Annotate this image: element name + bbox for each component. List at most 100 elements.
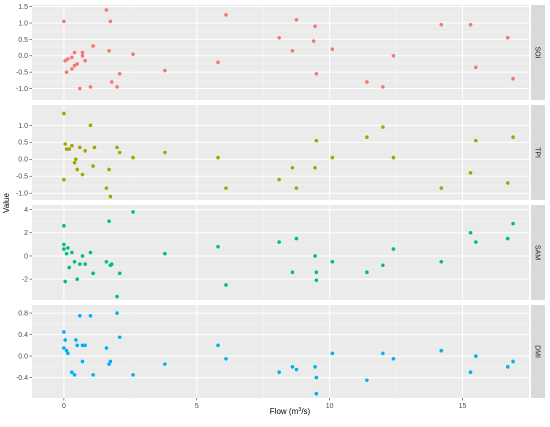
data-point xyxy=(62,242,66,247)
data-point xyxy=(468,370,473,374)
data-point xyxy=(313,254,317,258)
data-point xyxy=(63,279,68,284)
data-point xyxy=(70,370,74,374)
data-point xyxy=(131,210,135,214)
data-point xyxy=(290,365,295,369)
data-point xyxy=(224,13,228,17)
data-point xyxy=(439,259,444,264)
data-point xyxy=(75,343,79,348)
y-tick-label: -1.0 xyxy=(16,191,28,198)
data-point xyxy=(381,263,385,268)
data-point xyxy=(63,142,68,146)
data-point xyxy=(91,44,95,48)
y-tick-label: 0.0 xyxy=(18,53,28,60)
data-point xyxy=(290,165,295,170)
data-point xyxy=(72,160,77,165)
panel-dmi: 0.8 0.4 0.0 -0.4 DMI xyxy=(16,305,545,398)
data-point xyxy=(88,313,93,318)
panel-background xyxy=(32,5,529,100)
y-tick-label: 0.5 xyxy=(18,37,28,44)
data-point xyxy=(107,362,111,366)
data-point xyxy=(74,338,78,342)
x-axis-title-superscript: 3 xyxy=(298,407,301,413)
data-point xyxy=(63,338,68,342)
data-point xyxy=(66,351,70,356)
data-point xyxy=(117,335,122,340)
data-point xyxy=(115,145,119,150)
data-point xyxy=(91,271,95,276)
data-point xyxy=(381,351,385,356)
y-tick-label: 0.0 xyxy=(18,353,28,360)
data-point xyxy=(511,359,515,364)
data-point xyxy=(63,58,68,63)
x-tick-label: 0 xyxy=(62,403,66,410)
data-point xyxy=(108,19,113,24)
data-point xyxy=(216,343,220,348)
data-point xyxy=(78,145,82,150)
data-point xyxy=(115,311,119,315)
panel-background xyxy=(32,305,529,398)
data-point xyxy=(391,155,396,160)
data-point xyxy=(108,359,113,364)
data-point xyxy=(109,262,114,266)
facet-strip xyxy=(531,305,545,398)
data-point xyxy=(163,150,167,155)
y-tick-label: -0.4 xyxy=(16,375,28,382)
panel-soi: 1.5 1.0 0.5 0.0 -0.5 -1.0 SOI xyxy=(16,4,545,100)
data-point xyxy=(365,378,369,383)
y-tick-label: 0.8 xyxy=(18,310,28,317)
y-tick-label: -1.0 xyxy=(16,86,28,93)
data-point xyxy=(115,85,119,89)
x-axis-title-suffix: /s) xyxy=(301,407,310,416)
data-point xyxy=(75,167,79,172)
panel-background xyxy=(32,105,529,200)
data-point xyxy=(78,262,82,266)
x-axis-title: Flow (m3/s) xyxy=(270,407,311,416)
facet-strip-label: SAM xyxy=(534,245,541,260)
data-point xyxy=(104,259,109,264)
data-point xyxy=(117,271,122,276)
data-point xyxy=(511,76,515,81)
data-point xyxy=(72,259,77,264)
data-point xyxy=(88,123,93,128)
facet-strip xyxy=(531,105,545,200)
data-point xyxy=(83,262,87,266)
panel-background xyxy=(32,205,529,300)
data-point xyxy=(330,259,335,264)
data-point xyxy=(67,147,72,151)
data-point xyxy=(131,155,135,160)
data-point xyxy=(216,60,220,65)
data-point xyxy=(104,186,109,190)
data-point xyxy=(80,172,85,177)
data-point xyxy=(277,35,281,40)
panel-sam: 4 2 0 -2 SAM xyxy=(22,205,545,300)
data-point xyxy=(474,65,478,70)
data-point xyxy=(88,250,93,255)
data-point xyxy=(314,375,319,380)
facet-strip xyxy=(531,5,545,100)
data-point xyxy=(62,19,66,24)
y-tick-label: 0.0 xyxy=(18,157,28,164)
data-point xyxy=(314,270,319,274)
data-point xyxy=(290,49,295,53)
data-point xyxy=(468,22,473,27)
data-point xyxy=(62,111,66,116)
data-point xyxy=(313,24,317,29)
data-point xyxy=(313,165,317,170)
data-point xyxy=(439,348,444,353)
data-point xyxy=(117,71,122,76)
data-point xyxy=(62,346,66,350)
data-point xyxy=(277,240,281,244)
data-point xyxy=(224,356,228,361)
panel-tpi: 1.0 0.5 0.0 -0.5 -1.0 TPI xyxy=(16,105,545,200)
data-point xyxy=(64,147,69,151)
data-point xyxy=(290,270,295,274)
data-point xyxy=(131,373,135,377)
data-point xyxy=(439,186,444,190)
data-point xyxy=(511,221,515,226)
data-point xyxy=(277,370,281,374)
data-point xyxy=(104,346,109,350)
facet-strip xyxy=(531,205,545,300)
data-point xyxy=(108,194,113,199)
x-tick-label: 15 xyxy=(459,403,467,410)
